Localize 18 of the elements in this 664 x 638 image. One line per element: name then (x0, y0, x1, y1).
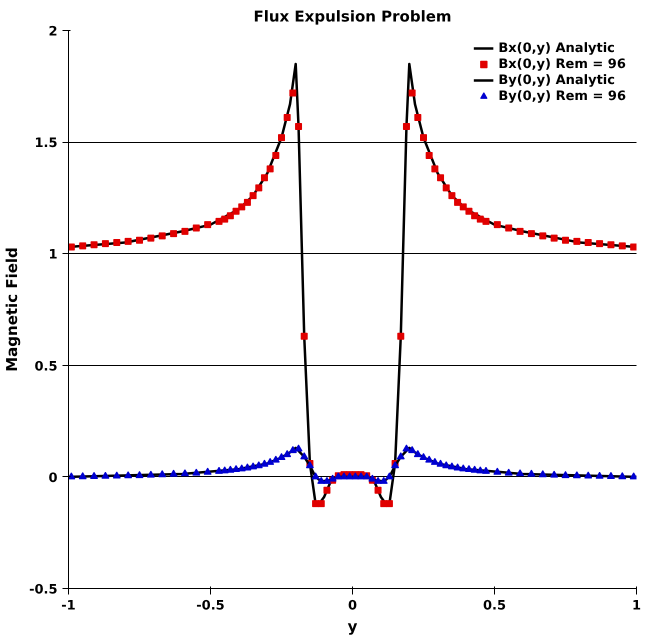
y-axis-title: Magnetic Field (3, 247, 22, 372)
y-tick-label: 2 (48, 24, 58, 40)
legend-label: Bx(0,y) Analytic (498, 40, 615, 56)
y-tick-label: 1.5 (34, 136, 58, 152)
legend-label: By(0,y) Analytic (498, 72, 615, 88)
y-tick-label: -0.5 (29, 582, 58, 598)
x-tick-label: -0.5 (196, 598, 225, 614)
x-tick-label: 0 (348, 598, 358, 614)
x-axis-title: y (348, 618, 358, 636)
legend-label: Bx(0,y) Rem = 96 (498, 56, 626, 72)
legend-label: By(0,y) Rem = 96 (498, 88, 626, 104)
y-tick-label: 1 (48, 248, 58, 263)
chart-title: Flux Expulsion Problem (253, 8, 452, 26)
x-tick-label: -1 (61, 598, 76, 614)
x-tick-label: 1 (632, 598, 642, 614)
x-tick-label: 0.5 (482, 598, 506, 614)
y-tick-label: 0.5 (34, 359, 58, 374)
y-tick-label: 0 (48, 470, 58, 486)
